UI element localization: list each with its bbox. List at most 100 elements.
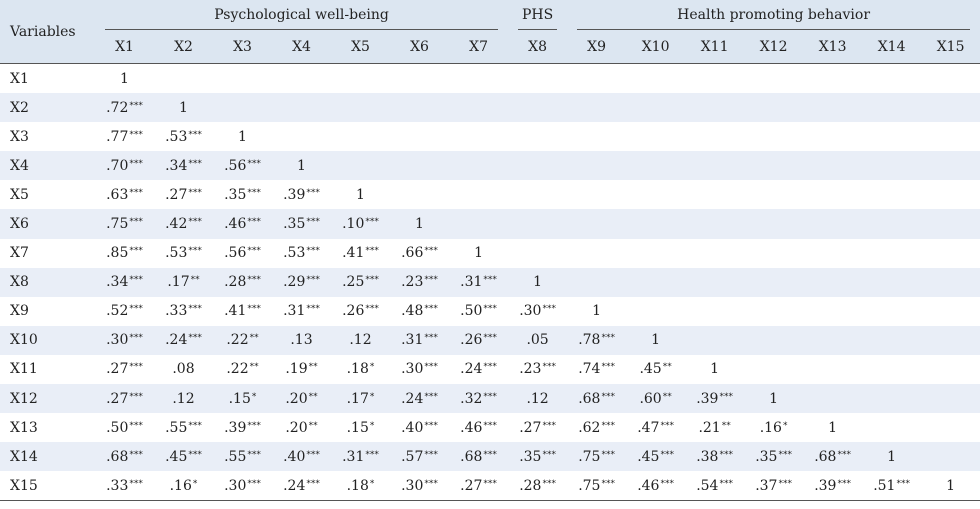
significance-stars: * (192, 478, 198, 489)
table-cell (744, 297, 803, 326)
cell-value: .23 (401, 274, 424, 291)
significance-stars: *** (306, 449, 320, 460)
group-header-label: Health promoting behavior (677, 7, 871, 23)
cell-value: .27 (106, 390, 129, 407)
cell-value: .63 (106, 186, 129, 203)
table-cell: .27*** (95, 384, 154, 413)
significance-stars: ** (662, 391, 672, 402)
table-cell: .63*** (95, 180, 154, 209)
significance-stars: *** (719, 478, 733, 489)
cell-value: .40 (401, 419, 424, 436)
significance-stars: *** (601, 391, 615, 402)
cell-value: 1 (533, 274, 543, 291)
significance-stars: *** (129, 362, 143, 373)
table-cell (626, 122, 685, 151)
table-cell (685, 64, 744, 94)
cell-value: .35 (224, 186, 247, 203)
table-cell (744, 151, 803, 180)
table-cell (921, 384, 980, 413)
table-cell: .21** (685, 413, 744, 442)
cell-value: .85 (106, 245, 129, 262)
cell-value: .41 (342, 245, 365, 262)
cell-value: .15 (346, 419, 369, 436)
table-row: X15.33*** .16* .30*** .24*** .18* .30*** .27**… (0, 471, 980, 501)
significance-stars: *** (306, 217, 320, 228)
significance-stars: *** (483, 478, 497, 489)
significance-stars: *** (483, 449, 497, 460)
table-cell (862, 93, 921, 122)
table-cell: 1 (95, 64, 154, 94)
column-header: X3 (233, 38, 252, 55)
cell-value: .46 (224, 216, 247, 233)
cell-value: .53 (165, 128, 188, 145)
table-cell (803, 326, 862, 355)
cell-value: 1 (887, 448, 897, 465)
table-body: X1 1 X2.72*** 1 X3.77*** .53*** 1 X4.70*** .34**… (0, 63, 980, 501)
table-cell (508, 180, 567, 209)
table-cell: .70*** (95, 151, 154, 180)
table-cell (744, 326, 803, 355)
significance-stars: *** (129, 391, 143, 402)
significance-stars: ** (308, 362, 318, 373)
significance-stars: *** (306, 187, 320, 198)
table-row: X11.27*** .08.22** .19** .18* .30*** .24*** .2… (0, 354, 980, 385)
significance-stars: *** (306, 304, 320, 315)
column-header: X15 (936, 38, 965, 55)
significance-stars: *** (365, 275, 379, 286)
significance-stars: *** (483, 275, 497, 286)
table-cell: .68*** (803, 442, 862, 471)
significance-stars: *** (719, 449, 733, 460)
table-cell: .16* (154, 471, 213, 501)
significance-stars: *** (483, 304, 497, 315)
table-cell (862, 209, 921, 238)
column-header: X7 (469, 38, 488, 55)
table-cell: 1 (154, 93, 213, 122)
table-cell: .47*** (626, 413, 685, 442)
cell-value: .35 (519, 448, 542, 465)
cell-value: .16 (759, 419, 782, 436)
table-cell: .34*** (95, 268, 154, 297)
table-cell (921, 180, 980, 209)
significance-stars: *** (188, 449, 202, 460)
cell-value: .42 (165, 216, 188, 233)
table-cell: .17* (331, 384, 390, 413)
table-cell (803, 180, 862, 209)
significance-stars: * (369, 478, 375, 489)
cell-value: .48 (401, 303, 424, 320)
cell-value: .24 (401, 390, 424, 407)
table-cell (862, 268, 921, 297)
cell-value: .12 (349, 332, 372, 349)
cell-value: .38 (696, 448, 719, 465)
table-cell: .53*** (272, 239, 331, 268)
cell-value: .47 (637, 419, 660, 436)
table-cell (744, 180, 803, 209)
table-cell (567, 209, 626, 238)
table-cell: .40*** (390, 413, 449, 442)
table-cell: .39*** (803, 471, 862, 501)
table-cell: .52*** (95, 297, 154, 326)
table-cell: .35*** (508, 442, 567, 471)
cell-value: 1 (297, 157, 306, 174)
table-cell: .39*** (685, 384, 744, 413)
cell-value: .19 (285, 361, 308, 378)
table-cell: .20** (272, 413, 331, 442)
table-row: X10.30*** .24*** .22** .13.12.31*** .26*** .0… (0, 325, 980, 355)
table-cell (862, 151, 921, 180)
table-cell (803, 384, 862, 413)
table-cell (626, 93, 685, 122)
cell-value: .31 (401, 332, 424, 349)
cell-value: .13 (290, 332, 313, 349)
table-cell (744, 268, 803, 297)
table-cell: .23*** (508, 355, 567, 384)
table-cell (449, 180, 508, 209)
cell-value: .39 (814, 477, 837, 494)
significance-stars: *** (483, 420, 497, 431)
significance-stars: *** (188, 217, 202, 228)
cell-value: .51 (873, 477, 896, 494)
cell-value: .12 (526, 390, 549, 407)
significance-stars: *** (129, 187, 143, 198)
table-cell (803, 297, 862, 326)
table-cell: .38*** (685, 442, 744, 471)
significance-stars: *** (601, 333, 615, 344)
table-cell: .10*** (331, 209, 390, 238)
